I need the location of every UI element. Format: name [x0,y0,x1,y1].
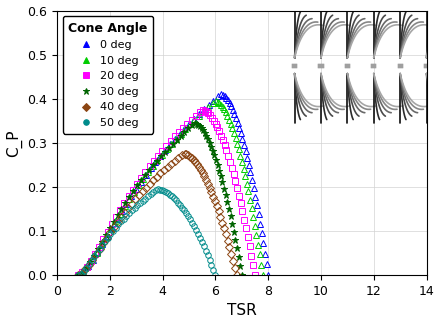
40 deg [234,273,239,277]
10 deg [169,142,174,146]
10 deg [154,158,160,162]
30 deg [205,137,211,141]
20 deg [160,149,165,153]
30 deg [239,273,245,277]
40 deg [143,186,149,190]
30 deg [135,183,140,187]
Line: 0 deg: 0 deg [75,92,271,278]
30 deg [150,163,156,167]
20 deg [201,108,206,112]
10 deg [122,204,127,208]
Line: 40 deg: 40 deg [75,151,239,278]
Line: 30 deg: 30 deg [75,120,245,279]
40 deg [129,202,135,205]
20 deg [155,154,161,157]
10 deg [213,99,219,103]
50 deg [127,211,132,215]
50 deg [121,216,126,220]
40 deg [76,273,81,277]
20 deg [215,125,220,129]
X-axis label: TSR: TSR [227,304,257,318]
0 deg [172,137,177,141]
50 deg [103,239,108,243]
30 deg [192,121,198,125]
50 deg [116,223,121,226]
0 deg [158,154,163,158]
30 deg [154,159,160,163]
Line: 10 deg: 10 deg [75,98,266,278]
0 deg [76,273,81,277]
50 deg [156,187,161,191]
50 deg [213,273,218,277]
0 deg [167,143,172,146]
30 deg [76,273,81,277]
0 deg [148,167,153,170]
10 deg [76,273,81,277]
40 deg [147,182,152,186]
40 deg [196,165,202,169]
20 deg [147,164,152,168]
50 deg [129,208,135,212]
10 deg [164,147,169,151]
40 deg [182,152,187,156]
10 deg [227,118,232,122]
0 deg [124,202,129,206]
40 deg [136,193,142,197]
30 deg [143,173,148,177]
Legend: 0 deg, 10 deg, 20 deg, 30 deg, 40 deg, 50 deg: 0 deg, 10 deg, 20 deg, 30 deg, 40 deg, 5… [62,16,153,133]
0 deg [219,93,224,97]
20 deg [76,273,81,277]
20 deg [117,208,123,212]
0 deg [266,273,271,277]
10 deg [145,170,150,174]
10 deg [260,273,266,277]
20 deg [139,176,144,179]
0 deg [232,112,237,116]
50 deg [172,196,177,200]
50 deg [76,273,81,277]
20 deg [253,273,258,277]
Line: 20 deg: 20 deg [75,107,258,278]
40 deg [111,225,117,229]
Y-axis label: C_P: C_P [6,129,22,156]
Line: 50 deg: 50 deg [75,186,218,278]
30 deg [115,213,120,217]
